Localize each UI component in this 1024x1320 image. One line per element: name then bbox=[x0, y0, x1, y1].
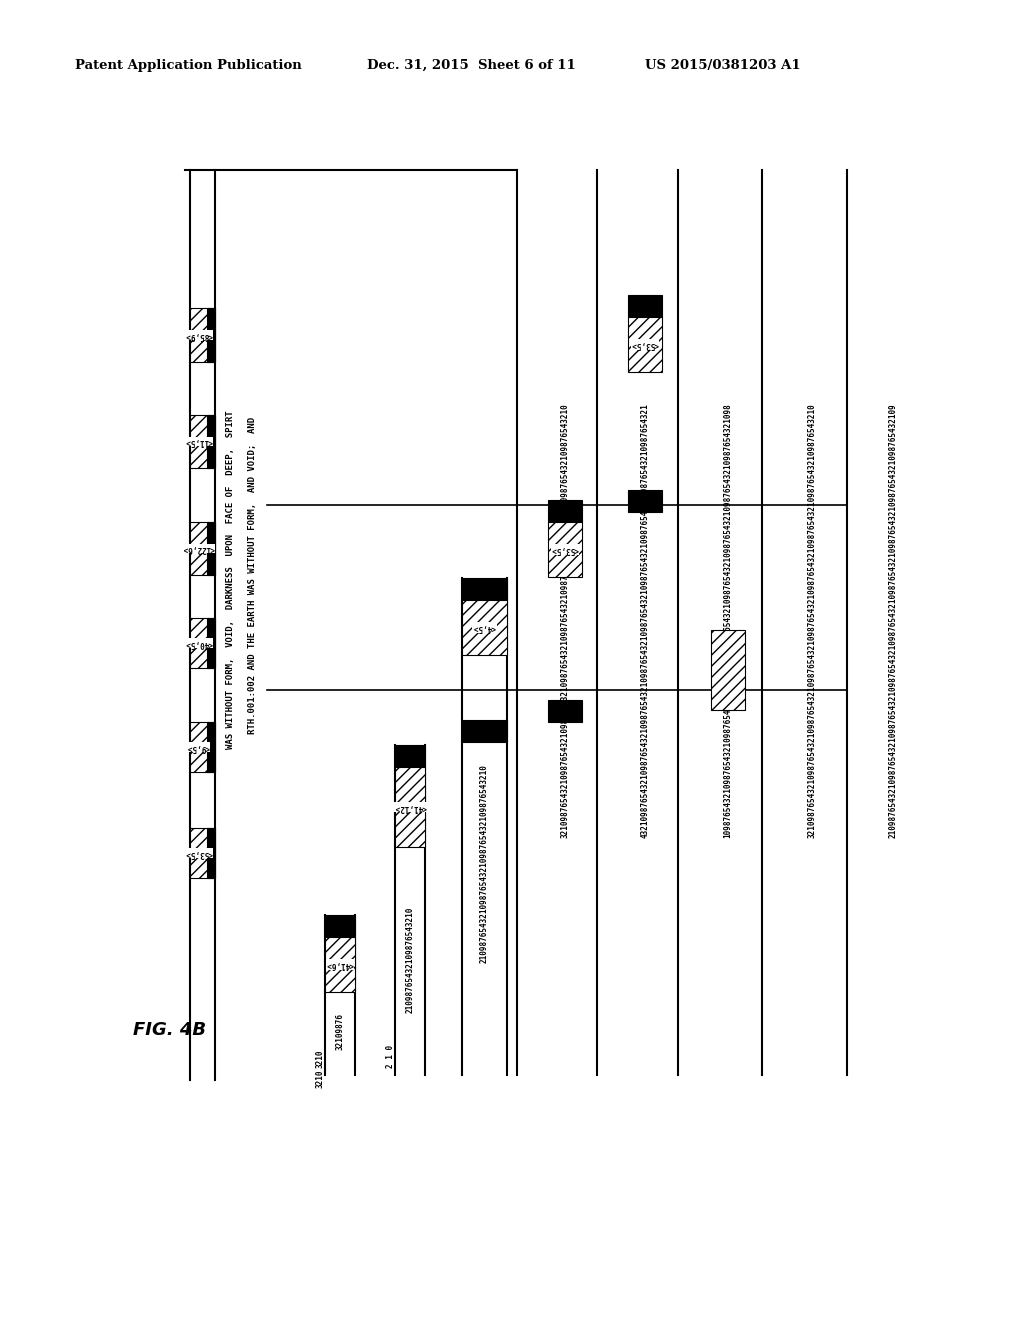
Text: 32109876: 32109876 bbox=[336, 1014, 344, 1051]
Bar bbox=[711, 630, 745, 710]
Text: FIG. 4B: FIG. 4B bbox=[133, 1020, 206, 1039]
Text: <40,5>: <40,5> bbox=[184, 639, 212, 648]
Text: 2 1 0: 2 1 0 bbox=[386, 1045, 395, 1068]
Text: <53,5>: <53,5> bbox=[551, 545, 579, 554]
Bar bbox=[207, 722, 215, 772]
Text: <41,6>: <41,6> bbox=[326, 960, 354, 969]
Bar bbox=[548, 521, 582, 577]
Text: <4,5>: <4,5> bbox=[473, 623, 496, 632]
Bar bbox=[462, 601, 507, 655]
Text: 32109876543210987654321098765432109876543210987654321098765432109876543210987654: 3210987654321098765432109876543210987654… bbox=[808, 404, 816, 838]
Text: <122,6>: <122,6> bbox=[182, 544, 215, 553]
Bar bbox=[325, 937, 355, 993]
Text: 21098765432109876543210987654321098765432109876543210987654321098765432109876543: 2109876543210987654321098765432109876543… bbox=[889, 404, 897, 838]
Bar bbox=[395, 767, 425, 847]
Text: <11,5>: <11,5> bbox=[184, 437, 212, 446]
Bar bbox=[628, 317, 662, 372]
Text: <53,5>: <53,5> bbox=[631, 341, 658, 348]
Bar bbox=[548, 500, 582, 521]
Bar bbox=[190, 618, 215, 668]
Bar bbox=[628, 294, 662, 317]
Text: <9,5>: <9,5> bbox=[187, 742, 210, 751]
Text: Dec. 31, 2015  Sheet 6 of 11: Dec. 31, 2015 Sheet 6 of 11 bbox=[367, 58, 575, 71]
Text: <85,9>: <85,9> bbox=[184, 330, 212, 339]
Text: 43210987654321098765432109876543210987654321098765432109876543210987654321098765: 4321098765432109876543210987654321098765… bbox=[640, 404, 649, 838]
Bar bbox=[462, 578, 507, 601]
Text: <53,5>: <53,5> bbox=[184, 849, 212, 858]
Text: <41,12>: <41,12> bbox=[394, 803, 426, 812]
Text: RTH.001:002 AND THE EARTH WAS WITHOUT FORM,  AND VOID;  AND: RTH.001:002 AND THE EARTH WAS WITHOUT FO… bbox=[249, 416, 257, 734]
Bar bbox=[207, 414, 215, 469]
Text: Patent Application Publication: Patent Application Publication bbox=[75, 58, 302, 71]
Text: WAS WITHOUT FORM,  VOID,  DARKNESS  UPON  FACE OF  DEEP,  SPIRT: WAS WITHOUT FORM, VOID, DARKNESS UPON FA… bbox=[225, 411, 234, 750]
Bar bbox=[207, 618, 215, 668]
Text: 3210: 3210 bbox=[315, 1071, 325, 1089]
Bar bbox=[207, 308, 215, 362]
Bar bbox=[207, 828, 215, 878]
Bar bbox=[190, 828, 215, 878]
Bar bbox=[548, 700, 582, 722]
Text: 10987654321098765432109876543210987654321098765432109876543210987654321098765432: 1098765432109876543210987654321098765432… bbox=[724, 404, 732, 838]
Bar bbox=[325, 915, 355, 937]
Text: 3210: 3210 bbox=[316, 1049, 325, 1068]
Bar bbox=[395, 744, 425, 767]
Bar bbox=[190, 308, 215, 362]
Text: 2109876543210987654321098765432109876543210: 2109876543210987654321098765432109876543… bbox=[479, 764, 488, 962]
Bar bbox=[190, 722, 215, 772]
Text: 32109876543210987654321098765432109876543210987654321098765432109876543210987654: 3210987654321098765432109876543210987654… bbox=[560, 404, 569, 838]
Text: 21098765432109876543210: 21098765432109876543210 bbox=[406, 907, 415, 1012]
Bar bbox=[207, 521, 215, 576]
Text: US 2015/0381203 A1: US 2015/0381203 A1 bbox=[645, 58, 801, 71]
Bar bbox=[628, 490, 662, 512]
Bar bbox=[462, 719, 507, 742]
Bar bbox=[190, 414, 215, 469]
Bar bbox=[190, 521, 215, 576]
